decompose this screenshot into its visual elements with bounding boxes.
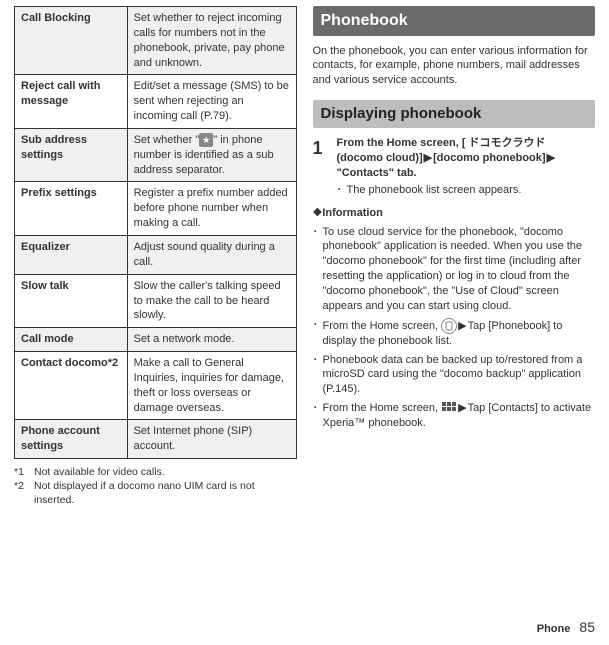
setting-description: Set whether "★" in phone number is ident… xyxy=(127,128,296,182)
setting-description: Set whether to reject incoming calls for… xyxy=(127,7,296,75)
table-row: Prefix settingsRegister a prefix number … xyxy=(15,182,297,236)
table-row: Reject call with messageEdit/set a messa… xyxy=(15,75,297,129)
setting-description: Set Internet phone (SIP) account. xyxy=(127,420,296,459)
step-main-text: From the Home screen, [ ドコモクラウド (docomo … xyxy=(337,136,596,181)
triangle-icon: ▶ xyxy=(458,319,466,334)
phonebook-icon xyxy=(441,318,457,334)
table-row: Slow talkSlow the caller's talking speed… xyxy=(15,274,297,328)
information-heading: ❖Information xyxy=(313,206,596,221)
information-item: ･From the Home screen, ▶Tap [Phonebook] … xyxy=(313,318,596,349)
setting-description: Edit/set a message (SMS) to be sent when… xyxy=(127,75,296,129)
table-row: Call modeSet a network mode. xyxy=(15,328,297,352)
page-footer: Phone 85 xyxy=(537,618,595,637)
setting-label: Equalizer xyxy=(15,235,128,274)
intro-text: On the phonebook, you can enter various … xyxy=(313,44,596,89)
triangle-icon: ▶ xyxy=(424,151,432,166)
settings-table: Call BlockingSet whether to reject incom… xyxy=(14,6,297,459)
setting-description: Adjust sound quality during a call. xyxy=(127,235,296,274)
table-row: Sub address settingsSet whether "★" in p… xyxy=(15,128,297,182)
setting-label: Reject call with message xyxy=(15,75,128,129)
setting-label: Prefix settings xyxy=(15,182,128,236)
information-item: ･From the Home screen, ▶Tap [Contacts] t… xyxy=(313,401,596,431)
setting-label: Call Blocking xyxy=(15,7,128,75)
table-row: Phone account settingsSet Internet phone… xyxy=(15,420,297,459)
home-apps-icon xyxy=(441,401,457,415)
footnote: *2Not displayed if a docomo nano UIM car… xyxy=(14,479,297,507)
setting-label: Sub address settings xyxy=(15,128,128,182)
setting-description: Slow the caller's talking speed to make … xyxy=(127,274,296,328)
footnote: *1Not available for video calls. xyxy=(14,465,297,479)
footer-section-label: Phone xyxy=(537,623,571,635)
star-icon: ★ xyxy=(199,133,213,147)
section-title: Phonebook xyxy=(313,6,596,36)
setting-description: Make a call to General Inquiries, inquir… xyxy=(127,352,296,420)
setting-description: Register a prefix number added before ph… xyxy=(127,182,296,236)
page-number: 85 xyxy=(579,619,595,635)
table-row: Call BlockingSet whether to reject incom… xyxy=(15,7,297,75)
table-row: EqualizerAdjust sound quality during a c… xyxy=(15,235,297,274)
setting-label: Slow talk xyxy=(15,274,128,328)
information-item: ･Phonebook data can be backed up to/rest… xyxy=(313,353,596,398)
footnotes: *1Not available for video calls.*2Not di… xyxy=(14,465,297,508)
information-item: ･To use cloud service for the phonebook,… xyxy=(313,225,596,314)
setting-description: Set a network mode. xyxy=(127,328,296,352)
step-number: 1 xyxy=(313,136,337,197)
step-sub-text: ･The phonebook list screen appears. xyxy=(337,183,596,198)
triangle-icon: ▶ xyxy=(547,151,555,166)
setting-label: Phone account settings xyxy=(15,420,128,459)
setting-label: Call mode xyxy=(15,328,128,352)
table-row: Contact docomo*2Make a call to General I… xyxy=(15,352,297,420)
setting-label: Contact docomo*2 xyxy=(15,352,128,420)
subsection-title: Displaying phonebook xyxy=(313,100,596,128)
triangle-icon: ▶ xyxy=(458,401,466,416)
step-1: 1 From the Home screen, [ ドコモクラウド (docom… xyxy=(313,136,596,197)
